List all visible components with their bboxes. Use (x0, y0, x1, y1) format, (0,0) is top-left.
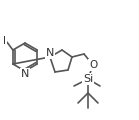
Text: I: I (3, 36, 6, 46)
Text: Si: Si (83, 74, 93, 84)
Text: N: N (21, 69, 29, 79)
Text: O: O (89, 60, 97, 70)
Text: N: N (46, 48, 54, 58)
